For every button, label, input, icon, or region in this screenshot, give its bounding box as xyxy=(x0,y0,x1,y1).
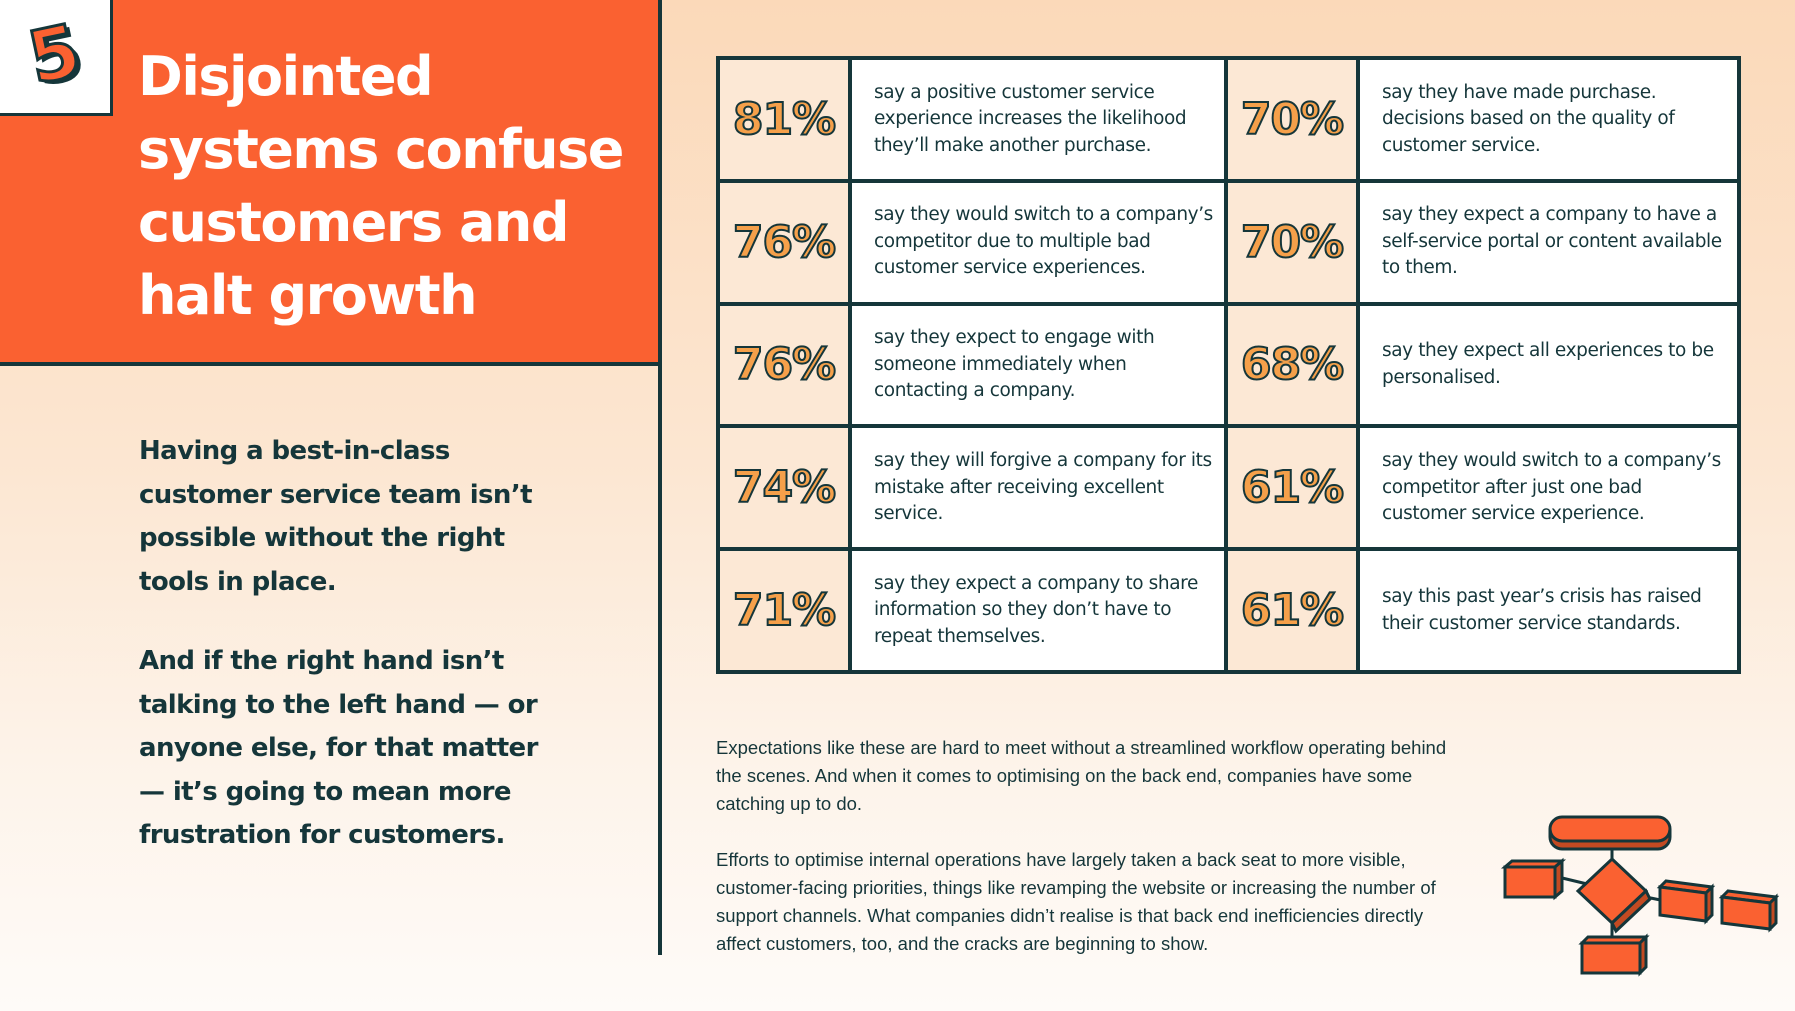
bottom-block xyxy=(1578,933,1650,977)
hero-banner: 5 5 Disjointed systems confuse customers… xyxy=(0,0,660,366)
stat-percent-cell: 61% xyxy=(1228,551,1356,670)
vertical-divider xyxy=(658,0,662,955)
stat-description: say they would switch to a company’s com… xyxy=(1360,428,1737,548)
stat-percent-cell: 71% xyxy=(720,551,848,670)
stat-percent-cell: 76% xyxy=(720,305,848,425)
stat-percent-cell: 76% xyxy=(720,182,848,302)
page-title: Disjointed systems confuse customers and… xyxy=(138,45,624,327)
stat-percent: 76% xyxy=(732,216,837,269)
stat-percent: 70% xyxy=(1240,93,1345,146)
stats-table: 81% say a positive customer service expe… xyxy=(716,56,1741,674)
stat-description: say a positive customer service experien… xyxy=(852,60,1224,179)
stat-percent: 81% xyxy=(732,93,837,146)
stat-percent: 61% xyxy=(1240,584,1345,637)
stat-percent-cell: 70% xyxy=(1228,182,1356,302)
stat-percent-cell: 74% xyxy=(720,428,848,548)
stat-percent-cell: 61% xyxy=(1228,428,1356,548)
stat-percent: 70% xyxy=(1240,216,1345,269)
right-block-2 xyxy=(1718,889,1780,933)
stat-description: say this past year’s crisis has raised t… xyxy=(1360,551,1737,670)
stat-description: say they would switch to a company’s com… xyxy=(852,182,1224,302)
body-text: Expectations like these are hard to meet… xyxy=(716,734,1456,986)
body-paragraph: Efforts to optimise internal operations … xyxy=(716,849,1436,954)
stat-percent: 71% xyxy=(732,584,837,637)
stat-description: say they expect to engage with someone i… xyxy=(852,305,1224,425)
stat-percent: 61% xyxy=(1240,461,1345,514)
stat-description: say they expect a company to share infor… xyxy=(852,551,1224,670)
intro-paragraph: Having a best-in-class customer service … xyxy=(139,436,533,597)
top-pill-block xyxy=(1548,815,1672,851)
body-paragraph: Expectations like these are hard to meet… xyxy=(716,737,1447,814)
center-diamond-block xyxy=(1575,856,1652,934)
right-block-1 xyxy=(1656,879,1716,925)
stat-percent-cell: 68% xyxy=(1228,305,1356,425)
stat-description: say they will forgive a company for its … xyxy=(852,428,1224,548)
stat-percent: 74% xyxy=(732,461,837,514)
stat-percent: 68% xyxy=(1240,338,1345,391)
stat-percent-cell: 70% xyxy=(1228,60,1356,179)
intro-paragraph: And if the right hand isn’t talking to t… xyxy=(139,646,538,850)
number-five-icon: 5 5 xyxy=(20,17,93,97)
stat-percent-cell: 81% xyxy=(720,60,848,179)
section-number-badge: 5 5 xyxy=(0,0,113,116)
stat-percent: 76% xyxy=(732,338,837,391)
connected-blocks-illustration xyxy=(1500,815,1780,977)
stat-description: say they expect a company to have a self… xyxy=(1360,182,1737,302)
left-block xyxy=(1500,857,1567,901)
stat-description: say they expect all experiences to be pe… xyxy=(1360,305,1737,425)
stat-description: say they have made purchase. decisions b… xyxy=(1360,60,1737,179)
intro-text: Having a best-in-class customer service … xyxy=(139,430,539,894)
